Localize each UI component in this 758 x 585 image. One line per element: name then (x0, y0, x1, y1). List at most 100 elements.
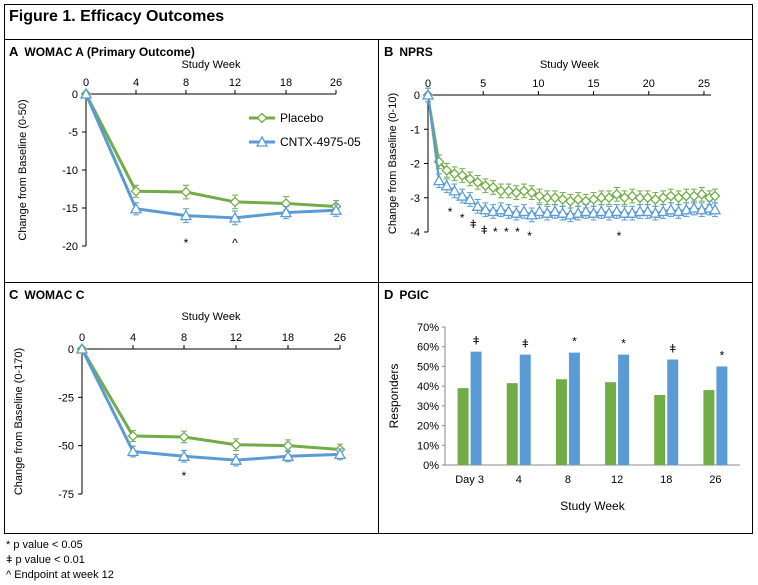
panel-a-cntx-point (329, 203, 343, 215)
panel-c-title: WOMAC C (24, 288, 85, 302)
column-divider (378, 39, 379, 534)
panel-c-placebo-point (127, 430, 139, 442)
panel-b-cntx-point (641, 205, 654, 217)
panel-d-y-axis-label: Responders (387, 364, 401, 429)
panel-c-label: C WOMAC C (9, 287, 84, 302)
panel-b-y-tick-label: -1 (410, 124, 420, 136)
panel-d-y-tick-label: 20% (417, 421, 439, 433)
figure-title: Figure 1. Efficacy Outcomes (9, 8, 225, 25)
panel-b-cntx-point (517, 205, 531, 217)
panel-d-y-tick-label: 70% (417, 322, 439, 334)
panel-b-significance-mark: * (515, 225, 520, 239)
panel-b-cntx-point (595, 205, 608, 217)
panel-b-placebo-point (549, 192, 561, 204)
panel-b-placebo-point (611, 188, 623, 200)
panel-a-cntx-line (84, 93, 337, 220)
panel-b-cntx-point (494, 203, 507, 215)
panel-d-x-tick-label: 8 (565, 474, 571, 486)
panel-b-cntx-point (548, 205, 562, 217)
panel-d-placebo-bar (555, 379, 567, 465)
panel-b-placebo-point (688, 190, 700, 202)
panel-b-cntx-point (633, 205, 647, 217)
panel-b-placebo-point (709, 190, 721, 202)
panel-d-significance-mark: * (720, 348, 725, 362)
panel-b-significance-mark: * (504, 225, 509, 239)
panel-a-cntx-point (129, 202, 143, 214)
panel-d-x-tick-label: 18 (660, 474, 672, 486)
panel-b-placebo-point (649, 194, 661, 205)
panel-d-letter: D (384, 287, 394, 302)
panel-d-label: D PGIC (384, 287, 429, 302)
panel-c-cntx-point (177, 449, 191, 461)
panel-b-significance-mark: * (493, 225, 498, 239)
panel-b-cntx-point (708, 203, 722, 215)
panel-b-placebo-line (426, 94, 716, 203)
panel-b-cntx-point (525, 208, 538, 220)
panel-b-cntx-point (556, 206, 569, 218)
panel-d-x-tick-label: 12 (611, 474, 623, 486)
panel-b-cntx-point (687, 201, 701, 213)
panel-a-placebo-point (130, 185, 142, 197)
panel-b-x-tick-label: 0 (425, 78, 431, 90)
panel-a-placebo-line (84, 93, 337, 208)
footnote-p05: * p value < 0.05 (6, 539, 83, 551)
panel-b-y-tick-label: -3 (410, 193, 420, 205)
panel-b-placebo-point (572, 194, 584, 205)
panel-d-significance-mark: ǂ (473, 334, 480, 348)
panel-d-x-axis-label: Study Week (560, 499, 625, 513)
panel-d-cntx-bar (470, 351, 482, 465)
panel-b-placebo-point (464, 173, 476, 185)
panel-b-cntx-point (456, 189, 469, 201)
panel-a-title: WOMAC A (Primary Outcome) (24, 45, 195, 59)
panel-c-placebo-point (230, 439, 242, 451)
panel-b-placebo-point (441, 164, 453, 176)
panel-c-y-tick-label: -25 (58, 392, 74, 404)
panel-c-cntx-point (126, 445, 140, 457)
panel-a-cntx-point (179, 209, 193, 221)
panel-b-placebo-point (603, 192, 615, 204)
panel-b-cntx-point (479, 203, 492, 215)
panel-c-y-tick-label: -75 (58, 489, 74, 501)
panel-b-cntx-point (579, 205, 592, 217)
panel-c-x-tick-label: 18 (282, 332, 294, 344)
panel-b-placebo-point (588, 194, 599, 205)
panel-a-significance-mark: * (184, 236, 189, 250)
panel-d-y-tick-label: 10% (417, 440, 439, 452)
panel-c-y-tick-label: -50 (58, 441, 74, 453)
panel-b-cntx-point (440, 179, 453, 191)
panel-b-placebo-point (595, 192, 607, 204)
panel-a-placebo-point (229, 196, 241, 208)
legend-placebo-label: Placebo (280, 111, 324, 125)
panel-b-cntx-point (533, 205, 546, 217)
panel-b-cntx-point (618, 206, 631, 218)
panel-c-placebo-line (80, 348, 341, 452)
panel-a-x-tick-label: 18 (280, 77, 292, 89)
footnote-p01: ǂ p value < 0.01 (6, 554, 85, 566)
legend-placebo-marker (256, 112, 268, 124)
panel-d-significance-mark: ǂ (669, 342, 676, 356)
panel-c-y-axis-label: Change from Baseline (0-170) (13, 348, 25, 495)
panel-c-significance-mark: * (182, 469, 187, 483)
panel-b-placebo-point (634, 192, 646, 204)
panel-d-placebo-bar (654, 395, 666, 465)
panel-a-x-tick-label: 12 (229, 77, 241, 89)
panel-b-y-tick-label: -4 (410, 227, 420, 239)
panel-c-cntx-point (333, 448, 347, 460)
panel-a-x-tick-label: 26 (330, 77, 342, 89)
panel-c-x-tick-label: 4 (130, 332, 136, 344)
panel-a-cntx-point (279, 206, 293, 218)
panel-b-letter: B (384, 44, 394, 59)
panel-c-letter: C (9, 287, 19, 302)
panel-a-letter: A (9, 44, 19, 59)
panel-c-placebo-point (178, 431, 190, 443)
panel-b-placebo-point (472, 176, 484, 188)
panel-c-cntx-point (281, 449, 295, 461)
panel-b-x-tick-label: 25 (698, 78, 710, 90)
panel-d-cntx-bar (667, 359, 679, 465)
panel-a-significance-mark: ^ (232, 236, 238, 250)
panel-a-y-tick-label: 0 (72, 89, 78, 101)
legend-cntx-label: CNTX-4975-05 (280, 135, 361, 149)
panel-b-placebo-point (564, 195, 576, 207)
